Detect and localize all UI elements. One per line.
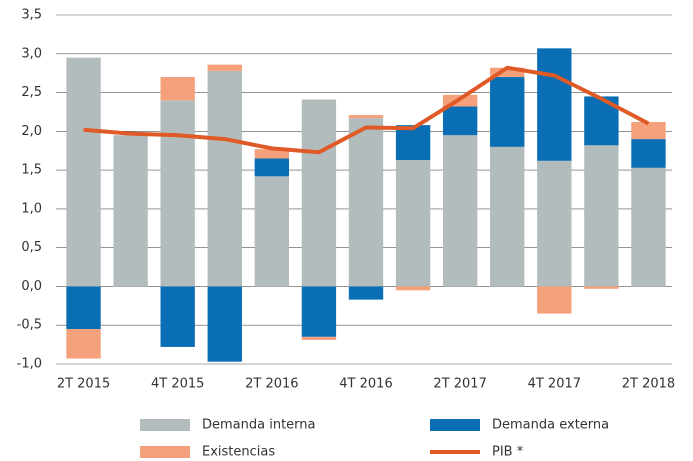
bar xyxy=(395,160,431,287)
legend-label: Demanda interna xyxy=(202,418,316,433)
x-tick-label: 2T 2016 xyxy=(245,377,298,392)
bar xyxy=(207,70,242,287)
bar xyxy=(631,122,666,140)
bar xyxy=(301,336,337,340)
y-tick-label: -1,0 xyxy=(17,357,42,372)
x-tick-label: 4T 2015 xyxy=(151,377,204,392)
y-tick-label: 2,5 xyxy=(21,85,42,100)
y-tick-label: 1,0 xyxy=(21,201,42,216)
x-tick-label: 2T 2015 xyxy=(57,377,110,392)
bar xyxy=(584,145,619,287)
y-tick-label: 3,5 xyxy=(21,8,42,23)
legend-swatch xyxy=(140,419,190,431)
bar xyxy=(301,286,337,337)
y-tick-label: 2,0 xyxy=(21,124,42,139)
y-tick-label: -0,5 xyxy=(17,318,42,333)
bar xyxy=(442,106,478,136)
bar xyxy=(490,77,525,147)
bar xyxy=(631,139,666,168)
bar xyxy=(254,149,290,159)
bar xyxy=(395,125,431,161)
legend-label: Demanda externa xyxy=(492,418,609,433)
bar xyxy=(490,67,525,78)
y-tick-label: 0,5 xyxy=(21,240,42,255)
x-tick-label: 4T 2017 xyxy=(528,377,581,392)
bar xyxy=(254,158,290,177)
bar xyxy=(395,286,431,291)
legend-label: PIB * xyxy=(492,445,524,460)
bar xyxy=(348,118,384,287)
bar xyxy=(631,167,666,287)
bar xyxy=(348,115,384,119)
bar xyxy=(160,77,195,101)
bar xyxy=(301,99,337,287)
bar xyxy=(254,176,290,287)
bar xyxy=(537,160,572,287)
bar xyxy=(66,57,101,287)
bar xyxy=(160,100,195,287)
bar xyxy=(348,286,384,300)
x-tick-label: 4T 2016 xyxy=(339,377,392,392)
bar xyxy=(160,286,195,347)
bar xyxy=(207,286,242,362)
legend-label: Existencias xyxy=(202,445,275,460)
bar xyxy=(490,146,525,287)
bar xyxy=(66,329,101,359)
y-tick-label: 3,0 xyxy=(21,46,42,61)
bar xyxy=(113,135,148,287)
bar xyxy=(66,286,101,330)
x-tick-label: 2T 2018 xyxy=(622,377,675,392)
bar xyxy=(584,286,619,289)
legend-swatch xyxy=(140,446,190,458)
legend-swatch xyxy=(430,419,480,431)
bar xyxy=(537,48,572,161)
y-tick-label: 1,5 xyxy=(21,163,42,178)
bar xyxy=(207,64,242,71)
bar xyxy=(537,286,572,314)
y-tick-label: 0,0 xyxy=(21,279,42,294)
line xyxy=(83,65,650,155)
bar xyxy=(442,135,478,287)
x-tick-label: 2T 2017 xyxy=(433,377,486,392)
